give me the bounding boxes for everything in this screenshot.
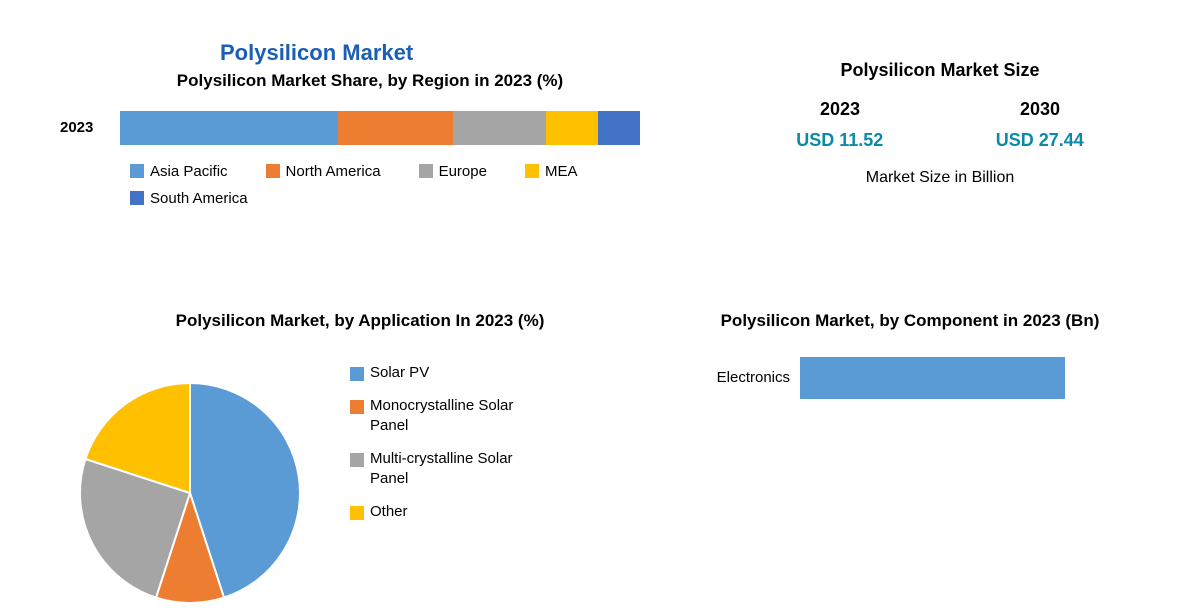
region-legend-swatch-3 xyxy=(525,164,539,178)
component-bars: Electronics xyxy=(680,357,1140,399)
app-legend-swatch-0 xyxy=(350,367,364,381)
region-legend-swatch-1 xyxy=(266,164,280,178)
page-title: Polysilicon Market xyxy=(220,40,413,66)
stacked-seg-1 xyxy=(338,111,452,145)
stacked-seg-0 xyxy=(120,111,338,145)
size-values-row: USD 11.52 USD 27.44 xyxy=(740,130,1140,151)
size-value-1: USD 27.44 xyxy=(996,130,1084,151)
stacked-seg-3 xyxy=(546,111,598,145)
region-share-chart: Polysilicon Market Share, by Region in 2… xyxy=(60,70,680,207)
region-legend: Asia Pacific North America Europe MEA South … xyxy=(130,163,650,207)
stacked-seg-2 xyxy=(453,111,547,145)
comp-row-0: Electronics xyxy=(680,357,1140,399)
region-legend-label-1: North America xyxy=(286,163,381,180)
region-chart-title: Polysilicon Market Share, by Region in 2… xyxy=(60,70,680,93)
app-legend-swatch-2 xyxy=(350,453,364,467)
size-title: Polysilicon Market Size xyxy=(740,60,1140,81)
region-legend-label-0: Asia Pacific xyxy=(150,163,228,180)
application-chart-title: Polysilicon Market, by Application In 20… xyxy=(60,310,660,333)
size-value-0: USD 11.52 xyxy=(796,130,883,151)
region-legend-label-2: Europe xyxy=(439,163,487,180)
stacked-bar-year-label: 2023 xyxy=(60,119,120,136)
market-size-panel: Polysilicon Market Size 2023 2030 USD 11… xyxy=(740,60,1140,187)
app-legend-item-2: Multi-crystalline Solar Panel xyxy=(350,449,540,488)
comp-bar-0 xyxy=(800,357,1065,399)
size-year-1: 2030 xyxy=(1020,99,1060,120)
region-legend-label-4: South America xyxy=(150,190,248,207)
region-legend-item-4: South America xyxy=(130,190,248,207)
size-footnote: Market Size in Billion xyxy=(740,169,1140,187)
comp-label-0: Electronics xyxy=(680,369,790,386)
comp-bar-track-0 xyxy=(800,357,1140,399)
size-year-0: 2023 xyxy=(820,99,860,120)
application-chart: Polysilicon Market, by Application In 20… xyxy=(60,310,660,603)
region-legend-item-3: MEA xyxy=(525,163,578,180)
app-legend-item-0: Solar PV xyxy=(350,363,540,383)
component-chart-title: Polysilicon Market, by Component in 2023… xyxy=(680,310,1140,333)
size-years-row: 2023 2030 xyxy=(740,99,1140,120)
application-pie xyxy=(60,343,320,603)
stacked-bar-row: 2023 xyxy=(60,111,680,145)
region-legend-swatch-2 xyxy=(419,164,433,178)
app-legend-label-1: Monocrystalline Solar Panel xyxy=(370,396,540,435)
app-legend-label-3: Other xyxy=(370,502,408,522)
region-legend-swatch-0 xyxy=(130,164,144,178)
region-legend-item-0: Asia Pacific xyxy=(130,163,228,180)
app-legend-swatch-1 xyxy=(350,400,364,414)
application-legend: Solar PV Monocrystalline Solar Panel Multi… xyxy=(350,363,540,522)
app-legend-item-1: Monocrystalline Solar Panel xyxy=(350,396,540,435)
region-legend-item-2: Europe xyxy=(419,163,487,180)
app-legend-label-2: Multi-crystalline Solar Panel xyxy=(370,449,540,488)
stacked-bar xyxy=(120,111,640,145)
region-legend-swatch-4 xyxy=(130,191,144,205)
region-legend-item-1: North America xyxy=(266,163,381,180)
component-chart: Polysilicon Market, by Component in 2023… xyxy=(680,310,1140,399)
stacked-seg-4 xyxy=(598,111,640,145)
region-legend-label-3: MEA xyxy=(545,163,578,180)
app-legend-swatch-3 xyxy=(350,506,364,520)
app-legend-label-0: Solar PV xyxy=(370,363,429,383)
app-legend-item-3: Other xyxy=(350,502,540,522)
